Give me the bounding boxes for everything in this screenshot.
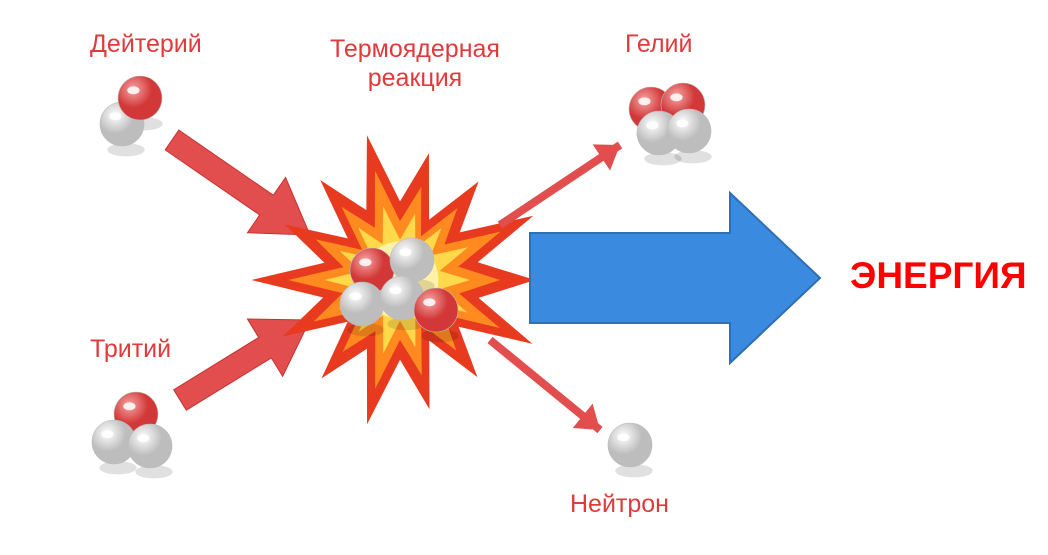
particle-highlight	[670, 93, 682, 101]
arrow	[165, 130, 310, 235]
particle-highlight	[389, 286, 401, 294]
cluster-deuterium	[100, 76, 163, 156]
neutron-particle	[128, 424, 172, 468]
neutron-particle	[667, 109, 711, 153]
particle-highlight	[101, 430, 113, 438]
particle-highlight	[423, 298, 435, 306]
label-energy: ЭНЕРГИЯ	[850, 255, 1027, 297]
particle-highlight	[137, 434, 149, 442]
particle-highlight	[617, 433, 629, 441]
label-helium: Гелий	[625, 30, 692, 59]
particle-highlight	[638, 97, 650, 105]
neutron-particle	[390, 238, 434, 282]
neutron-particle	[340, 282, 384, 326]
particle-highlight	[676, 119, 688, 127]
label-reaction: Термоядерная реакция	[330, 35, 500, 93]
particle-highlight	[109, 112, 121, 120]
cluster-tritium	[92, 392, 173, 478]
cluster-free-neutron	[608, 423, 653, 477]
label-neutron: Нейтрон	[570, 490, 669, 519]
label-deuterium: Дейтерий	[90, 30, 202, 59]
neutron-particle	[608, 423, 652, 467]
particle-highlight	[359, 258, 371, 266]
cluster-helium	[629, 83, 712, 165]
proton-particle	[414, 288, 458, 332]
energy-arrow	[530, 193, 820, 363]
proton-particle	[118, 76, 162, 120]
particle-highlight	[127, 86, 139, 94]
particle-highlight	[646, 121, 658, 129]
particle-highlight	[399, 248, 411, 256]
label-tritium: Тритий	[90, 335, 171, 364]
particle-highlight	[349, 292, 361, 300]
particle-highlight	[123, 402, 135, 410]
